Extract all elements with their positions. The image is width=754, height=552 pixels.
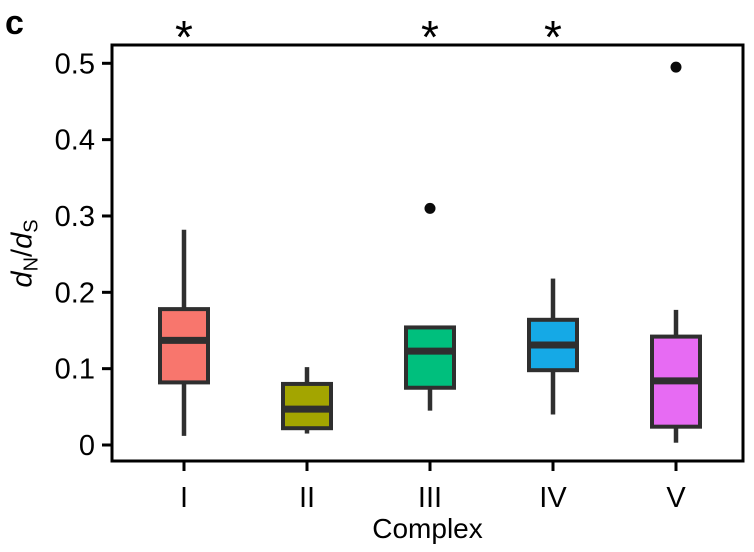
significance-asterisk: * — [421, 11, 439, 63]
x-tick-label: V — [666, 482, 686, 514]
outlier-point — [670, 61, 682, 73]
plot-border — [110, 43, 745, 463]
x-tick-label: III — [418, 482, 442, 514]
significance-asterisk: * — [544, 11, 562, 63]
x-axis-title: Complex — [372, 513, 483, 544]
y-tick-label: 0.4 — [55, 125, 95, 157]
significance-asterisk: * — [175, 11, 193, 63]
y-tick-label: 0.5 — [55, 48, 95, 80]
y-tick-label: 0.3 — [55, 201, 95, 233]
x-tick-label: IV — [539, 482, 567, 514]
y-tick-label: 0.1 — [55, 354, 95, 386]
x-tick-label: I — [180, 482, 188, 514]
y-tick-label: 0.2 — [55, 277, 95, 309]
boxplot-box — [158, 307, 210, 385]
x-tick-label: II — [299, 482, 315, 514]
boxplot-box — [404, 325, 456, 390]
panel-label: c — [5, 4, 24, 42]
outlier-point — [424, 202, 436, 214]
y-tick-label: 0 — [79, 430, 95, 462]
